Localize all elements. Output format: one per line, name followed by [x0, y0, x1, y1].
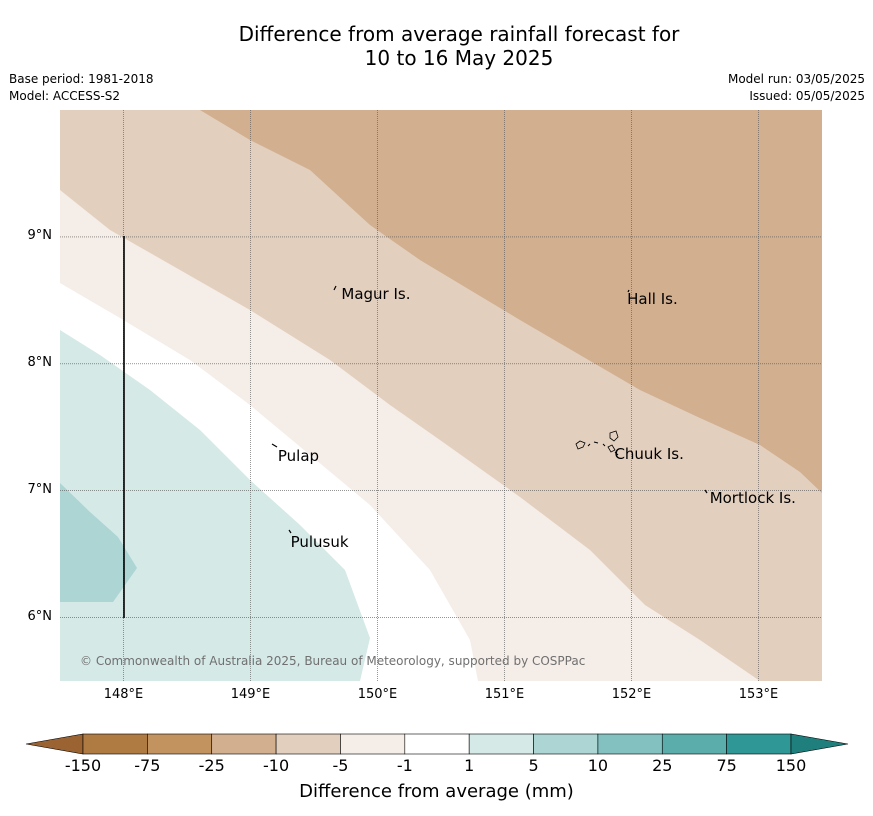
zone-teal [60, 483, 137, 602]
colorbar-segment [661, 733, 727, 755]
island-outlines [271, 285, 708, 534]
colorbar-tick: -150 [64, 756, 102, 775]
issued-date: Issued: 05/05/2025 [749, 89, 865, 103]
colorbar-tick: 5 [528, 756, 539, 775]
colorbar-segment [147, 733, 213, 755]
colorbar-tick: -5 [332, 756, 349, 775]
place-label: Mortlock Is. [709, 489, 796, 507]
colorbar-tick: 75 [716, 756, 737, 775]
copyright-notice: © Commonwealth of Australia 2025, Bureau… [80, 654, 586, 668]
place-label: Magur Is. [341, 284, 411, 303]
longitude-tick-label: 150°E [357, 687, 398, 702]
colorbar-segment [468, 733, 534, 755]
base-period: Base period: 1981-2018 [9, 72, 154, 86]
longitude-tick-label: 149°E [230, 687, 271, 702]
colorbar-tick: -25 [198, 756, 225, 775]
latitude-tick-label: 8°N [27, 354, 53, 370]
longitude-tick-label: 153°E [738, 687, 779, 702]
title-line-1: Difference from average rainfall forecas… [238, 22, 680, 46]
colorbar-tick: -10 [263, 756, 290, 775]
colorbar-tick: 150 [775, 756, 807, 775]
colorbar-segment [82, 733, 148, 755]
colorbar-tick: -1 [396, 756, 413, 775]
colorbar-title: Difference from average (mm) [299, 781, 574, 802]
place-label: Hall Is. [627, 289, 678, 308]
longitude-tick-label: 152°E [611, 687, 652, 702]
colorbar-segment [597, 733, 663, 755]
colorbar-extend-low [25, 733, 84, 755]
colorbar-segment [404, 733, 470, 755]
colorbar-tick: 10 [587, 756, 609, 775]
model-run: Model run: 03/05/2025 [727, 72, 865, 86]
zone-pale-teal [60, 330, 370, 681]
colorbar-segment [340, 733, 406, 755]
latitude-tick-label: 7°N [27, 481, 53, 497]
latitude-tick-label: 9°N [27, 227, 53, 243]
colorbar-extend-high [790, 733, 849, 755]
map-fill [60, 110, 822, 681]
place-label: Chuuk Is. [614, 444, 684, 463]
title-line-2: 10 to 16 May 2025 [364, 46, 554, 70]
colorbar-tick: 1 [464, 756, 475, 775]
place-label: Pulap [277, 447, 320, 466]
longitude-tick-label: 148°E [103, 687, 144, 702]
colorbar-segment [533, 733, 599, 755]
gridlines [60, 110, 822, 681]
meta-right: Model run: 03/05/2025 Issued: 05/05/2025 [728, 71, 865, 105]
meta-left: Base period: 1981-2018 Model: ACCESS-S2 [9, 71, 154, 105]
colorbar-tick: -75 [134, 756, 161, 775]
chart-title: Difference from average rainfall forecas… [0, 22, 873, 70]
latitude-tick-label: 6°N [27, 608, 53, 624]
longitude-tick-label: 151°E [484, 687, 525, 702]
colorbar-segment [726, 733, 792, 755]
colorbar-tick: 25 [652, 756, 673, 775]
colorbar-segment [211, 733, 277, 755]
place-label: Pulusuk [290, 533, 349, 552]
model-name: Model: ACCESS-S2 [9, 89, 121, 103]
zone-brown [200, 110, 822, 493]
colorbar-segment [275, 733, 341, 755]
colorbar [25, 733, 849, 755]
